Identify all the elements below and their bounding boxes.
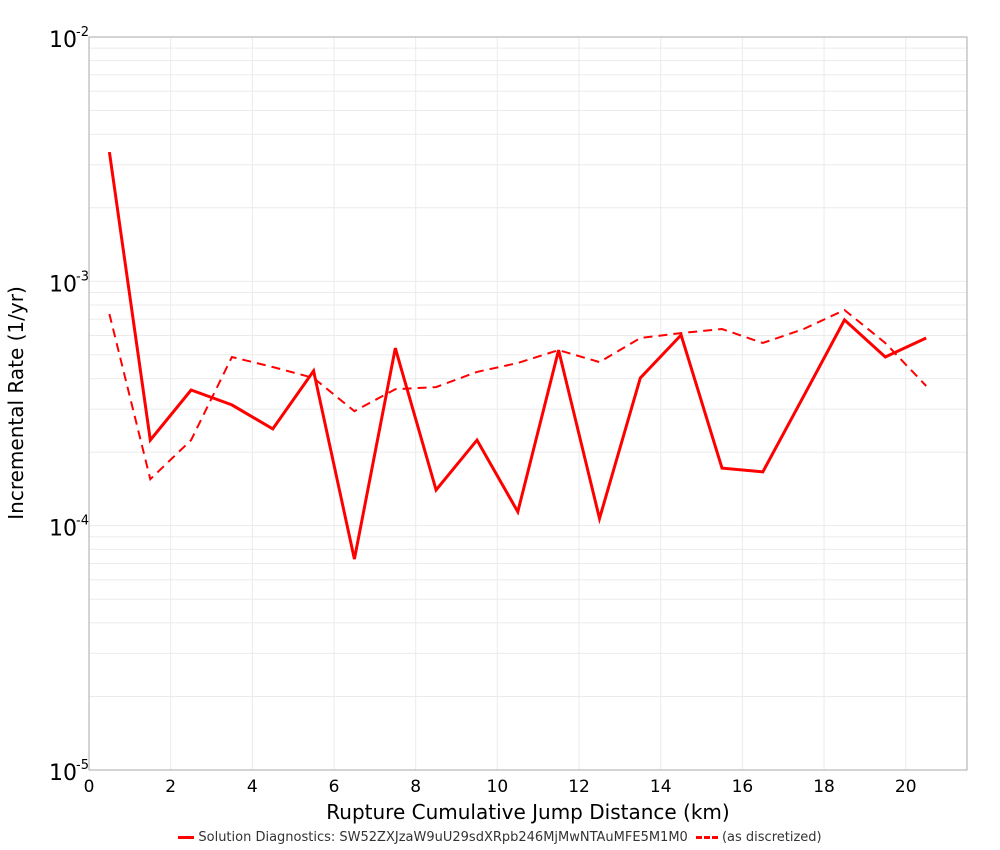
series-discretized-line: [108, 308, 927, 482]
x-axis-ticks: 0 2 4 6 8 10 12 14 16 18 20: [84, 777, 917, 797]
legend-label-solution: Solution Diagnostics: SW52ZXJzaW9uU29sdX…: [198, 830, 688, 845]
x-tick-label: 14: [650, 777, 672, 797]
x-tick-label: 4: [247, 777, 258, 797]
y-tick-exponent: -4: [76, 514, 89, 529]
y-axis-ticks: 10-210-310-410-5: [49, 25, 89, 786]
x-tick-label: 20: [895, 777, 917, 797]
series-solution-line: [107, 151, 927, 560]
x-tick-label: 6: [329, 777, 340, 797]
solid-line-swatch-icon: [178, 836, 195, 839]
y-tick-label: 10: [49, 272, 77, 297]
legend-item-solution: Solution Diagnostics: SW52ZXJzaW9uU29sdX…: [178, 830, 688, 845]
legend-item-discretized: (as discretized): [695, 830, 822, 845]
x-axis-title: Rupture Cumulative Jump Distance (km): [326, 800, 729, 824]
x-tick-label: 12: [568, 777, 590, 797]
legend-label-discretized: (as discretized): [721, 830, 822, 845]
x-tick-label: 18: [813, 777, 835, 797]
y-tick-label: 10: [49, 517, 77, 542]
x-tick-label: 16: [732, 777, 754, 797]
y-tick-exponent: -5: [76, 758, 89, 773]
x-tick-label: 8: [410, 777, 421, 797]
x-tick-label: 0: [84, 777, 95, 797]
y-tick-label: 10: [49, 28, 77, 53]
y-tick-exponent: -3: [76, 269, 89, 284]
y-axis-title: Incremental Rate (1/yr): [4, 286, 28, 519]
y-tick-label: 10: [49, 761, 77, 786]
grid-lines: [89, 37, 967, 770]
legend: Solution Diagnostics: SW52ZXJzaW9uU29sdX…: [0, 828, 1000, 845]
x-tick-label: 2: [165, 777, 176, 797]
series-layer: [107, 151, 927, 560]
x-tick-label: 10: [487, 777, 509, 797]
dashed-line-swatch-icon: [695, 836, 718, 839]
plot-area: [88, 36, 968, 771]
y-tick-exponent: -2: [76, 25, 89, 40]
